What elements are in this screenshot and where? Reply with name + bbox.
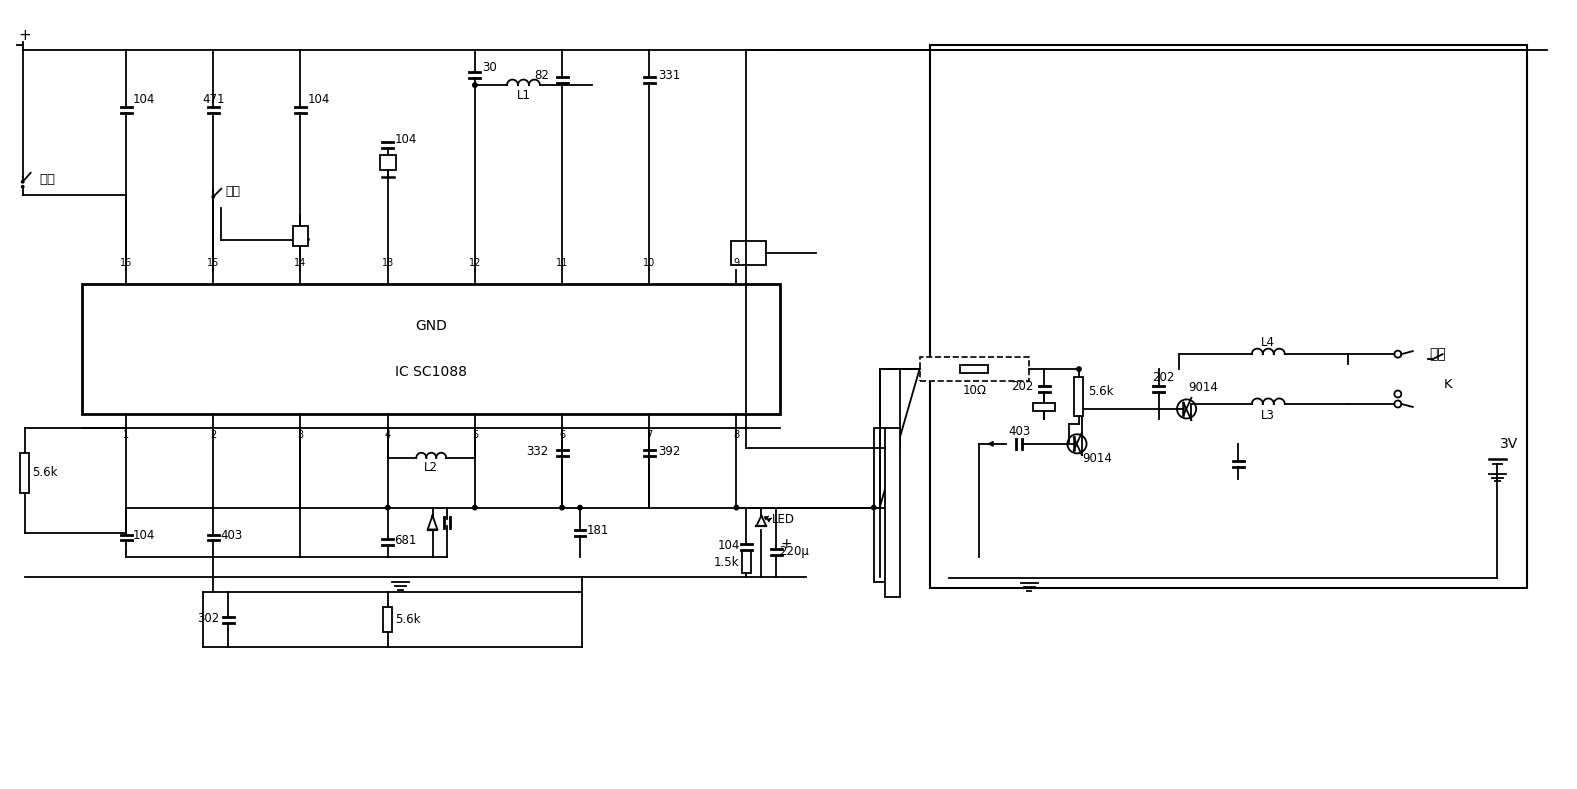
Circle shape (577, 506, 582, 510)
Text: 9014: 9014 (1082, 452, 1112, 466)
Bar (1074, 376, 1083, 417)
Bar (741, 552, 751, 574)
Circle shape (22, 185, 24, 188)
Text: 复位: 复位 (226, 185, 241, 198)
Text: L2: L2 (424, 462, 438, 474)
Bar (732, 241, 766, 265)
Polygon shape (757, 515, 766, 526)
Text: 471: 471 (202, 92, 224, 106)
Text: 3V: 3V (1500, 437, 1519, 451)
Text: 9014: 9014 (1189, 380, 1219, 394)
Text: IC SC1088: IC SC1088 (396, 365, 467, 380)
Text: 5: 5 (472, 430, 478, 439)
Polygon shape (427, 515, 437, 529)
Text: 6: 6 (558, 430, 565, 439)
Text: 202: 202 (1153, 371, 1175, 383)
Text: 331: 331 (658, 69, 680, 81)
Bar (1033, 402, 1055, 411)
Text: 13: 13 (382, 259, 394, 268)
Bar (874, 428, 886, 582)
Text: 7: 7 (647, 430, 653, 439)
Text: 5.6k: 5.6k (1088, 385, 1113, 398)
Text: 104: 104 (132, 92, 155, 106)
Text: 104: 104 (132, 529, 155, 542)
Text: 11: 11 (557, 259, 568, 268)
Text: 1.5k: 1.5k (714, 556, 740, 569)
Text: GND: GND (415, 319, 448, 333)
Text: 5.6k: 5.6k (32, 466, 57, 479)
Text: 12: 12 (468, 259, 481, 268)
Text: 403: 403 (221, 529, 243, 542)
Text: 14: 14 (295, 259, 306, 268)
Text: 16: 16 (120, 259, 132, 268)
Bar (885, 428, 899, 597)
Text: 10Ω: 10Ω (962, 383, 986, 397)
Text: L3: L3 (1262, 409, 1276, 422)
Text: 104: 104 (718, 539, 740, 552)
Bar (292, 226, 309, 245)
Circle shape (385, 506, 390, 510)
Text: 104: 104 (308, 92, 330, 106)
Text: 220μ: 220μ (779, 545, 809, 558)
Bar (82, 284, 781, 414)
Circle shape (872, 506, 875, 510)
Text: 4: 4 (385, 430, 391, 439)
Bar (380, 155, 396, 170)
Text: LED: LED (771, 513, 795, 526)
Text: 181: 181 (587, 524, 609, 537)
Text: 9: 9 (733, 259, 740, 268)
Text: 82: 82 (535, 69, 549, 81)
Text: 3: 3 (298, 430, 303, 439)
Text: 30: 30 (483, 61, 497, 73)
Circle shape (1077, 367, 1082, 372)
Text: 5.6k: 5.6k (394, 613, 421, 626)
Text: 耳塞: 耳塞 (1429, 347, 1446, 361)
Text: 392: 392 (658, 445, 680, 458)
Text: 104: 104 (394, 133, 416, 147)
Bar (929, 45, 1528, 589)
Circle shape (22, 181, 24, 183)
Text: 10: 10 (643, 259, 656, 268)
Circle shape (473, 83, 478, 88)
Bar (21, 453, 30, 492)
Text: 332: 332 (527, 445, 549, 458)
Text: L4: L4 (1262, 335, 1276, 349)
Text: 202: 202 (1011, 380, 1033, 393)
Text: 302: 302 (197, 612, 219, 625)
Bar (383, 608, 393, 632)
Text: 1: 1 (123, 430, 129, 439)
Circle shape (735, 506, 738, 510)
Text: 搜台: 搜台 (39, 174, 55, 186)
Text: K: K (1443, 378, 1452, 391)
Text: 8: 8 (733, 430, 740, 439)
Text: 2: 2 (210, 430, 216, 439)
Circle shape (560, 506, 565, 510)
Circle shape (211, 196, 214, 198)
Text: 403: 403 (1008, 425, 1030, 439)
Text: +: + (19, 28, 32, 43)
Text: +: + (781, 537, 792, 552)
Circle shape (473, 506, 478, 510)
Bar (919, 357, 1030, 381)
Text: L1: L1 (516, 88, 530, 102)
Text: 15: 15 (207, 259, 219, 268)
Text: 681: 681 (394, 534, 416, 547)
Bar (960, 365, 989, 373)
